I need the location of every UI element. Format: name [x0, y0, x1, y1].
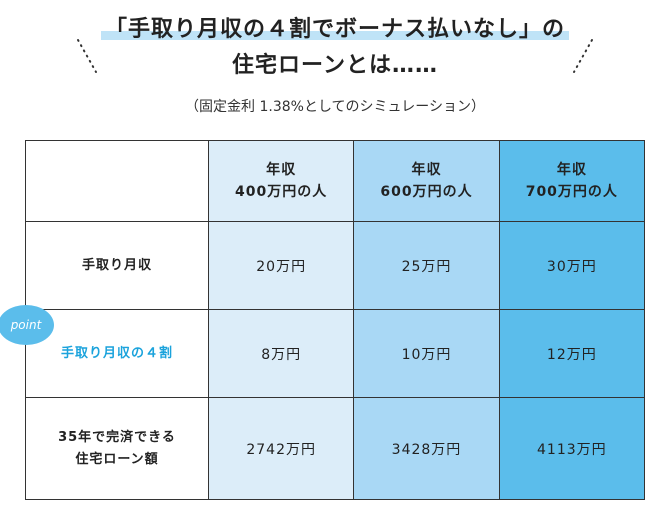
- title: 「手取り月収の４割でボーナス払いなし」の 住宅ローンとは……: [0, 12, 670, 84]
- cell: 3428万円: [353, 397, 500, 500]
- cell: 25万円: [353, 221, 500, 310]
- table: 年収 400万円の人 年収 600万円の人 年収 700万円の人 手取り月収 20万円 25万円…: [25, 140, 646, 500]
- header-row: 年収 400万円の人 年収 600万円の人 年収 700万円の人: [25, 140, 646, 222]
- cell: 8万円: [207, 309, 355, 398]
- cell: 4113万円: [498, 397, 646, 500]
- row: 手取り月収 20万円 25万円 30万円: [25, 221, 646, 310]
- text-line: 手取り月収: [81, 257, 152, 273]
- cell: 10万円: [353, 309, 500, 398]
- text-line: 35年で完済できる: [58, 429, 176, 445]
- point-badge: point: [0, 305, 54, 345]
- text-line: 年収: [411, 162, 442, 178]
- row-label: 手取り月収: [25, 221, 209, 310]
- row-label: 35年で完済できる 住宅ローン額: [25, 397, 209, 500]
- text-line: 700万円の人: [525, 184, 618, 200]
- column-header: 年収 400万円の人: [207, 140, 355, 222]
- column-header: 年収 700万円の人: [498, 140, 646, 222]
- cell: 12万円: [498, 309, 646, 398]
- column-header: 年収 600万円の人: [353, 140, 500, 222]
- row-label: 手取り月収の４割: [25, 309, 209, 398]
- text-line: 600万円の人: [380, 184, 473, 200]
- text-line: 400万円の人: [235, 184, 328, 200]
- row: 手取り月収の４割 8万円 10万円 12万円: [25, 309, 646, 398]
- text-line: 年収: [556, 162, 587, 178]
- corner-cell: [25, 140, 209, 222]
- subtitle: （固定金利 1.38%としてのシミュレーション）: [185, 99, 485, 115]
- title-line: 「手取り月収の４割でボーナス払いなし」の: [100, 17, 569, 42]
- text-line: 手取り月収の４割: [60, 345, 173, 361]
- decor: [77, 39, 593, 73]
- cell: 2742万円: [207, 397, 355, 500]
- text-line: 年収: [266, 162, 297, 178]
- text-line: 住宅ローン額: [75, 451, 159, 467]
- title-line: 住宅ローンとは……: [232, 53, 438, 78]
- cell: 30万円: [498, 221, 646, 310]
- cell: 20万円: [207, 221, 355, 310]
- row: 35年で完済できる 住宅ローン額 2742万円 3428万円 4113万円: [25, 397, 646, 500]
